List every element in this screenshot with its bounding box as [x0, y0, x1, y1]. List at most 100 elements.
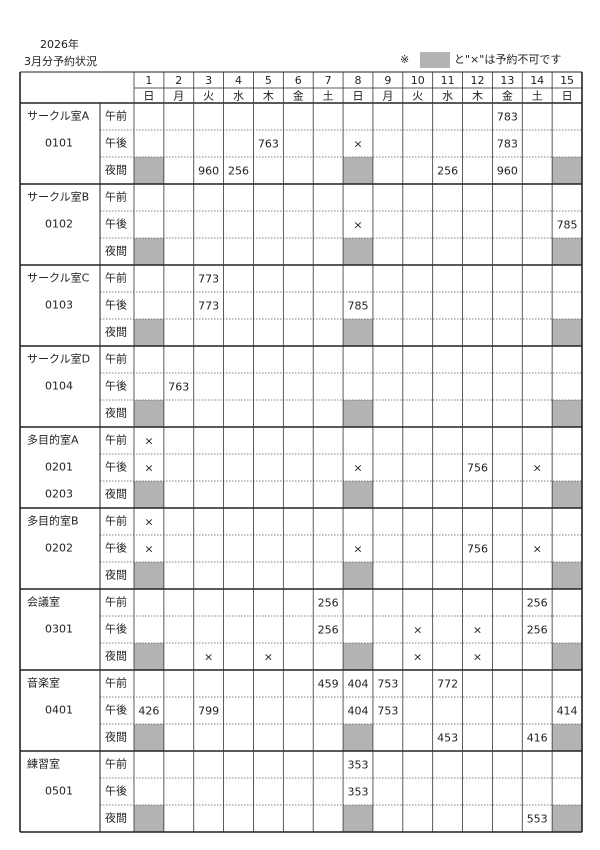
day-number: 7: [325, 74, 332, 87]
reservation: 256: [527, 597, 548, 610]
reservation: ×: [264, 651, 273, 664]
period: 夜間: [105, 325, 127, 339]
period: 午前: [105, 109, 127, 123]
unavailable-cell: [134, 805, 164, 832]
reservation: 785: [557, 219, 578, 232]
room-name: 練習室: [27, 757, 60, 771]
period: 夜間: [105, 487, 127, 501]
reservation: 426: [138, 705, 159, 718]
unavailable-cell: [552, 481, 582, 508]
period: 午前: [105, 514, 127, 528]
reservation: 785: [348, 300, 369, 313]
day-number: 13: [500, 74, 514, 87]
reservation: 753: [377, 678, 398, 691]
unavailable-cell: [343, 562, 373, 589]
period: 午後: [105, 136, 127, 150]
period: 午後: [105, 784, 127, 798]
reservation: ×: [144, 516, 153, 529]
room-name: 多目的室A: [27, 433, 79, 447]
unavailable-cell: [343, 157, 373, 184]
room-code: 0102: [45, 218, 73, 231]
room-code: 0401: [45, 704, 73, 717]
day-number: 10: [411, 74, 425, 87]
reservation: 459: [318, 678, 339, 691]
reservation: 960: [198, 165, 219, 178]
room-code: 0101: [45, 137, 73, 150]
period: 午前: [105, 352, 127, 366]
unavailable-cell: [134, 643, 164, 670]
room-code: 0501: [45, 785, 73, 798]
weekday: 木: [472, 90, 483, 103]
day-number: 15: [560, 74, 574, 87]
period: 午後: [105, 298, 127, 312]
room-code: 0202: [45, 542, 73, 555]
reservation: 756: [467, 543, 488, 556]
unavailable-cell: [134, 562, 164, 589]
unavailable-cell: [134, 400, 164, 427]
unavailable-cell: [552, 724, 582, 751]
room-code: 0301: [45, 623, 73, 636]
weekday: 土: [532, 90, 543, 103]
weekday: 木: [263, 90, 274, 103]
reservation: ×: [413, 651, 422, 664]
note-mark: ※: [400, 53, 409, 66]
reservation: 256: [437, 165, 458, 178]
unavailable-cell: [552, 319, 582, 346]
period: 午後: [105, 217, 127, 231]
period: 午後: [105, 703, 127, 717]
unavailable-cell: [134, 724, 164, 751]
weekday: 金: [293, 89, 304, 103]
reservation: 404: [348, 705, 369, 718]
period: 午後: [105, 379, 127, 393]
day-number: 5: [265, 74, 272, 87]
period: 夜間: [105, 163, 127, 177]
period: 夜間: [105, 406, 127, 420]
day-number: 1: [145, 74, 152, 87]
reservation: 960: [497, 165, 518, 178]
note-text: と"×"は予約不可です: [454, 52, 561, 66]
room-name: サークル室D: [27, 352, 90, 366]
room-name: 会議室: [27, 595, 60, 609]
day-number: 8: [355, 74, 362, 87]
period: 午後: [105, 460, 127, 474]
period: 午後: [105, 622, 127, 636]
reservation: 753: [377, 705, 398, 718]
unavailable-cell: [343, 319, 373, 346]
period: 午前: [105, 757, 127, 771]
reservation: 756: [467, 462, 488, 475]
period: 夜間: [105, 244, 127, 258]
day-number: 9: [384, 74, 391, 87]
period: 午前: [105, 595, 127, 609]
reservation: 783: [497, 138, 518, 151]
reservation: ×: [473, 624, 482, 637]
reservation: 453: [437, 732, 458, 745]
unavailable-cell: [552, 805, 582, 832]
reservation: 799: [198, 705, 219, 718]
unavailable-cell: [343, 805, 373, 832]
reservation: 763: [258, 138, 279, 151]
reservation: ×: [533, 543, 542, 556]
room-code: 0201: [45, 461, 73, 474]
reservation: 772: [437, 678, 458, 691]
weekday: 火: [203, 90, 214, 103]
period: 夜間: [105, 649, 127, 663]
period: 午前: [105, 433, 127, 447]
weekday: 水: [442, 90, 453, 103]
period: 夜間: [105, 811, 127, 825]
unavailable-cell: [552, 643, 582, 670]
reservation: ×: [353, 138, 362, 151]
reservation: ×: [353, 543, 362, 556]
room-name: サークル室C: [27, 271, 90, 285]
reservation: 773: [198, 273, 219, 286]
weekday: 土: [323, 90, 334, 103]
reservation: ×: [413, 624, 422, 637]
day-number: 3: [205, 74, 212, 87]
room-code: 0103: [45, 299, 73, 312]
unavailable-cell: [134, 157, 164, 184]
weekday: 水: [233, 90, 244, 103]
reservation: ×: [353, 219, 362, 232]
reservation: 256: [318, 624, 339, 637]
reservation: 256: [527, 624, 548, 637]
unavailable-cell: [134, 238, 164, 265]
